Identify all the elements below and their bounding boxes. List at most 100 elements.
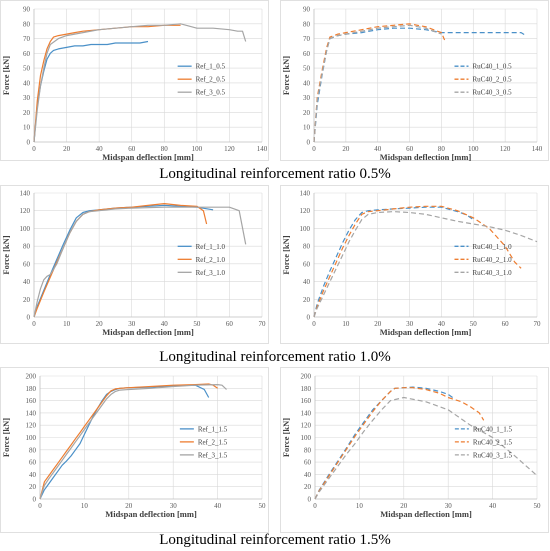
y-tick-label: 0 <box>27 314 31 322</box>
y-tick-label: 80 <box>23 20 31 28</box>
y-tick-label: 20 <box>29 483 37 491</box>
y-tick-label: 180 <box>26 385 37 393</box>
y-tick-label: 0 <box>308 496 312 504</box>
x-tick-label: 10 <box>342 320 350 328</box>
x-tick-label: 60 <box>502 320 510 328</box>
caption-ratio-1-0: Longitudinal reinforcement ratio 1.0% <box>159 349 391 365</box>
caption-ratio-1-5: Longitudinal reinforcement ratio 1.5% <box>159 532 391 548</box>
legend-label-ruc40-3-1-5: RuC40_3_1.5 <box>473 451 513 459</box>
y-tick-label: 80 <box>303 20 311 28</box>
y-tick-label: 140 <box>20 190 31 198</box>
y-tick-label: 60 <box>303 50 311 58</box>
legend-label-ref-2-1-5: Ref_2_1.5 <box>198 438 228 446</box>
y-tick-label: 90 <box>23 6 31 14</box>
y-tick-label: 40 <box>23 278 31 286</box>
y-tick-label: 70 <box>303 35 311 43</box>
x-tick-label: 50 <box>259 502 267 510</box>
x-tick-label: 40 <box>374 145 382 153</box>
chart-panel-ruc40-1-5: 0 20 40 60 80 100 120 140 160 180 200 0 10 20 30 40 50 Mi… <box>280 367 549 533</box>
y-tick-label: 40 <box>29 471 37 479</box>
x-tick-label: 30 <box>445 502 453 510</box>
series-line-ruc40-2-1-0 <box>313 205 522 318</box>
y-tick-label: 80 <box>29 446 37 454</box>
y-tick-label: 100 <box>301 434 312 442</box>
y-tick-label: 200 <box>301 373 312 381</box>
y-tick-label: 20 <box>304 483 312 491</box>
x-tick-label: 40 <box>96 145 104 153</box>
chart-panel-ref-0-5: 0 10 20 30 40 50 60 70 80 90 0 20 40 60 80 100 120 140 Mid… <box>0 0 269 162</box>
series-line-ref-3-1-5 <box>39 384 227 500</box>
series-line-ruc40-3-0-5 <box>313 24 442 143</box>
legend-label-ref-1-0-5: Ref_1_0.5 <box>196 63 226 71</box>
y-tick-label: 100 <box>20 225 31 233</box>
series-line-ruc40-3-1-5 <box>314 396 538 500</box>
y-tick-label: 50 <box>23 65 31 73</box>
series-line-ref-3-1-0 <box>33 206 247 318</box>
y-tick-label: 10 <box>23 124 31 132</box>
x-tick-label: 30 <box>170 502 178 510</box>
x-tick-label: 40 <box>214 502 222 510</box>
y-tick-label: 30 <box>23 94 31 102</box>
x-tick-label: 0 <box>312 145 316 153</box>
legend-label-ruc40-1-1-0: RuC40_1_1.0 <box>472 243 512 251</box>
legend-label-ref-2-0-5: Ref_2_0.5 <box>196 76 226 84</box>
y-tick-label: 140 <box>301 409 312 417</box>
x-tick-label: 20 <box>342 145 350 153</box>
legend-label-ref-2-1-0: Ref_2_1.0 <box>196 256 226 264</box>
y-tick-label: 180 <box>301 385 312 393</box>
x-tick-label: 60 <box>226 320 234 328</box>
legend-label-ref-3-0-5: Ref_3_0.5 <box>196 89 226 97</box>
y-axis-label: Force [kN] <box>1 56 11 95</box>
y-tick-label: 60 <box>23 50 31 58</box>
x-tick-label: 50 <box>470 320 478 328</box>
series-line-ruc40-3-1-0 <box>313 211 538 318</box>
x-axis-label: Midspan deflection [mm] <box>105 509 197 519</box>
x-tick-label: 140 <box>532 145 543 153</box>
y-axis-label: Force [kN] <box>281 418 291 457</box>
y-tick-label: 40 <box>303 79 311 87</box>
x-tick-label: 50 <box>193 320 201 328</box>
chart-frame <box>280 0 549 161</box>
y-tick-label: 140 <box>300 190 311 198</box>
x-tick-label: 80 <box>161 145 169 153</box>
x-tick-label: 0 <box>38 502 42 510</box>
y-tick-label: 100 <box>300 225 311 233</box>
x-tick-label: 20 <box>63 145 71 153</box>
x-tick-label: 40 <box>161 320 169 328</box>
x-tick-label: 0 <box>313 502 317 510</box>
legend-label-ruc40-3-0-5: RuC40_3_0.5 <box>472 89 512 97</box>
caption-ratio-0-5: Longitudinal reinforcement ratio 0.5% <box>159 166 391 182</box>
legend-label-ruc40-2-0-5: RuC40_2_0.5 <box>472 76 512 84</box>
y-tick-label: 60 <box>304 459 312 467</box>
y-tick-label: 0 <box>27 139 31 147</box>
x-tick-label: 20 <box>96 320 104 328</box>
legend-label-ruc40-1-1-5: RuC40_1_1.5 <box>473 425 513 433</box>
legend-label-ruc40-3-1-0: RuC40_3_1.0 <box>472 269 512 277</box>
y-axis-label: Force [kN] <box>1 418 11 457</box>
x-tick-label: 20 <box>374 320 382 328</box>
legend-label-ref-3-1-5: Ref_3_1.5 <box>198 451 228 459</box>
x-tick-label: 10 <box>81 502 89 510</box>
y-tick-label: 120 <box>26 422 37 430</box>
y-tick-label: 40 <box>23 79 31 87</box>
y-tick-label: 40 <box>304 471 312 479</box>
chart-panel-ref-1-0: 0 20 40 60 80 100 120 140 0 10 20 30 40 50 60 70 Midspan… <box>0 185 269 344</box>
y-tick-label: 20 <box>23 296 31 304</box>
x-tick-label: 0 <box>32 145 36 153</box>
chart-panel-ruc40-0-5: 0 10 20 30 40 50 60 70 80 90 0 20 40 60 80 100 120 140 Mid… <box>280 0 549 162</box>
y-tick-label: 160 <box>301 397 312 405</box>
x-tick-label: 30 <box>128 320 136 328</box>
y-axis-label: Force [kN] <box>281 235 291 274</box>
x-tick-label: 10 <box>63 320 71 328</box>
series-line-ref-1-1-0 <box>33 204 214 318</box>
series-line-ruc40-1-1-0 <box>313 206 474 318</box>
x-tick-label: 70 <box>259 320 267 328</box>
y-tick-label: 40 <box>303 278 311 286</box>
y-tick-label: 140 <box>26 409 37 417</box>
y-tick-label: 60 <box>303 260 311 268</box>
x-axis-label: Midspan deflection [mm] <box>102 152 194 162</box>
y-axis-label: Force [kN] <box>281 56 291 95</box>
y-tick-label: 80 <box>303 243 311 251</box>
x-axis-label: Midspan deflection [mm] <box>380 509 472 519</box>
